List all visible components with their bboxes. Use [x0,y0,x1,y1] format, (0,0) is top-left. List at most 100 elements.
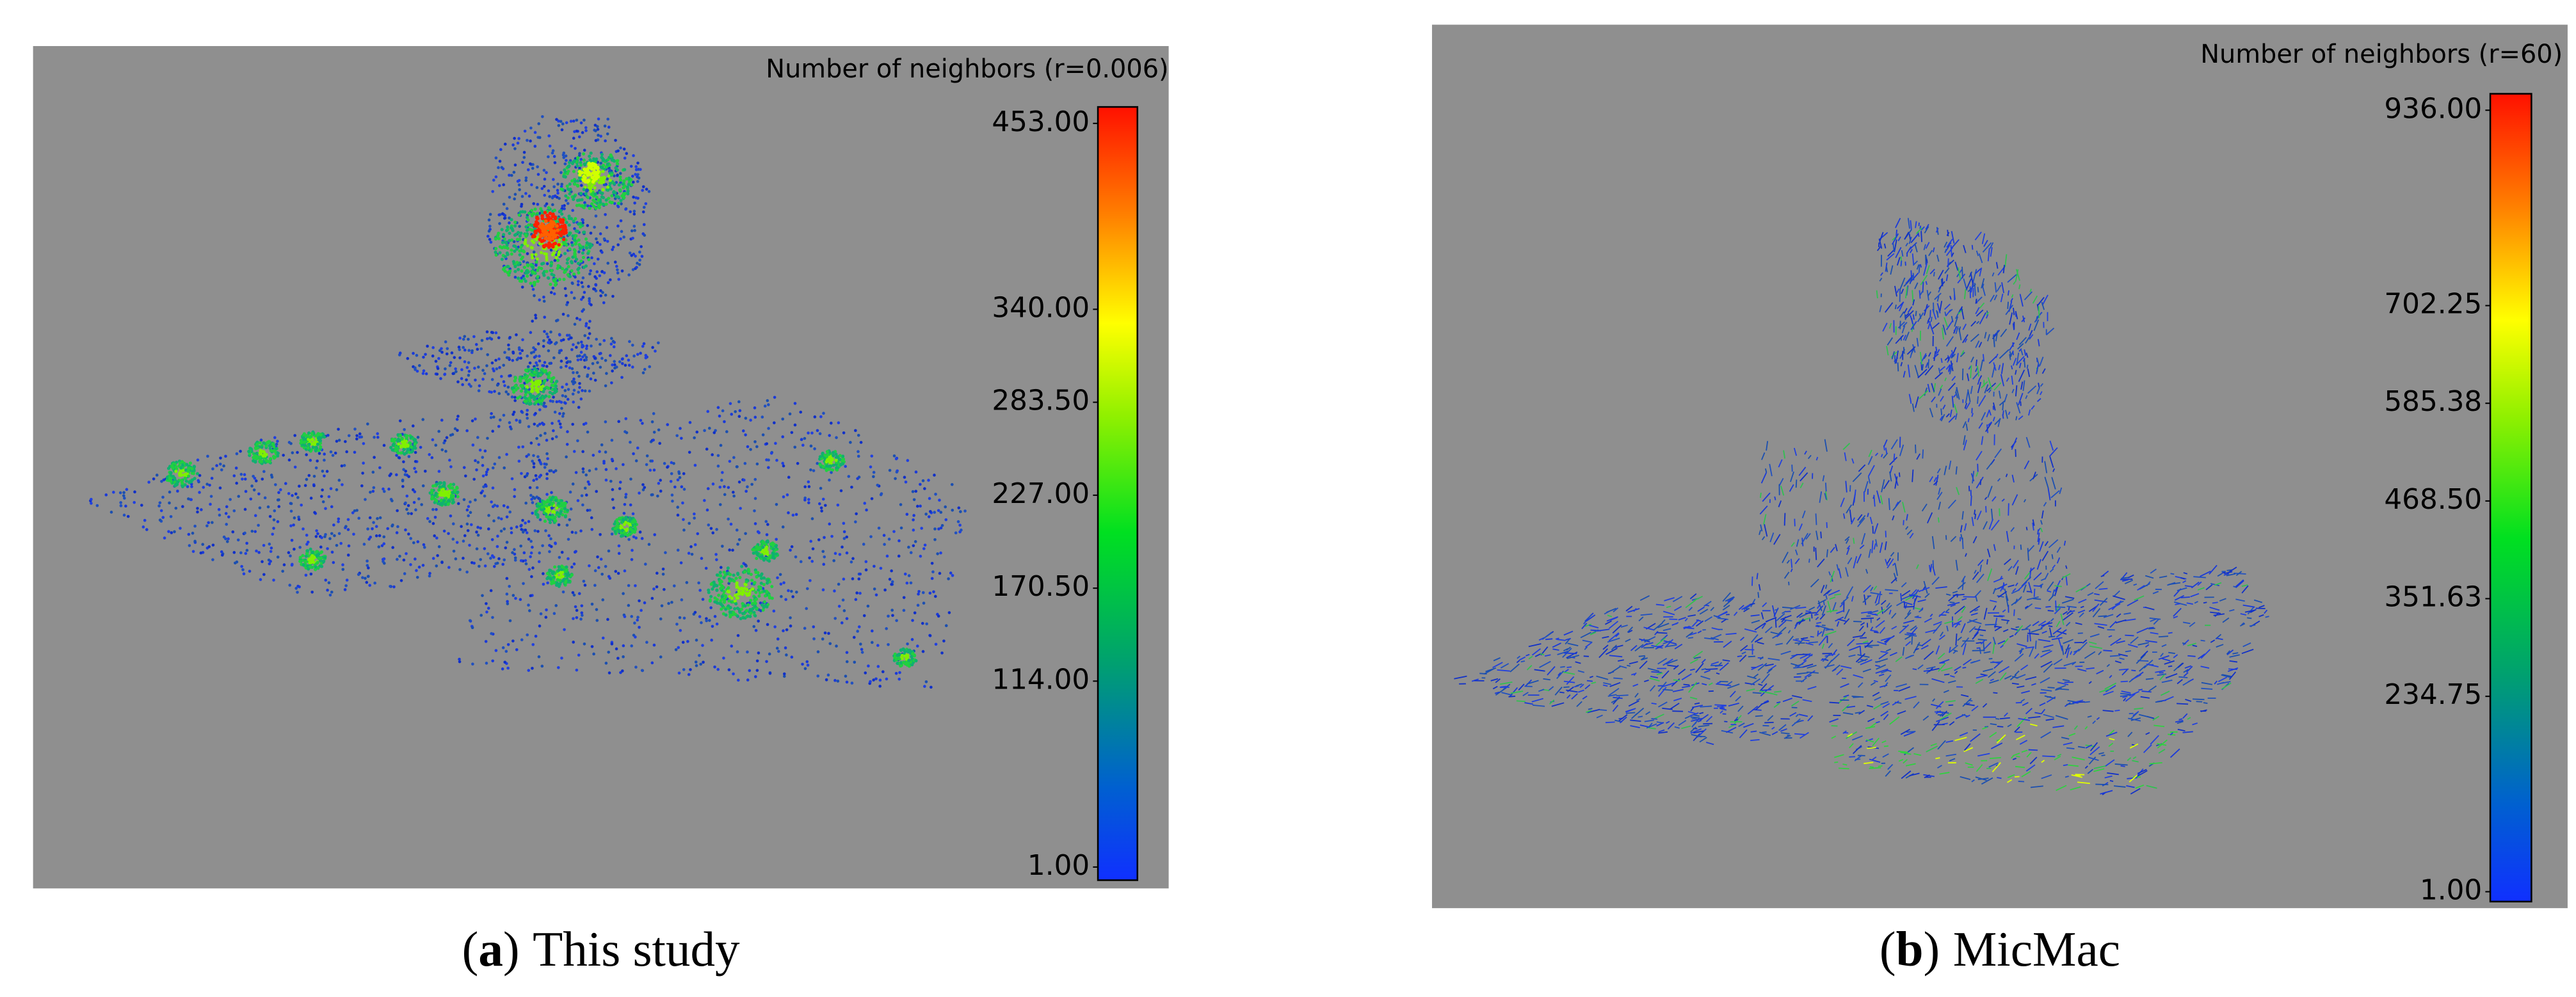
point [910,638,914,641]
point [542,344,545,348]
point [513,224,517,228]
point [612,182,616,186]
point [440,501,444,506]
point [491,429,495,433]
point [472,335,476,339]
point [950,483,954,486]
point [296,496,300,499]
point [583,389,587,393]
point [522,156,526,159]
point [876,665,880,668]
point [679,561,683,564]
point [587,258,591,262]
point [744,417,748,420]
point [561,385,564,389]
point [569,507,573,511]
point [369,490,372,494]
point [565,356,568,360]
point [430,495,434,498]
point [766,623,769,626]
point [537,266,541,270]
point [402,447,406,451]
point [451,491,455,495]
point [567,388,570,391]
point [332,523,335,527]
point [315,529,318,532]
point [318,439,323,443]
point [679,628,682,632]
point [505,251,509,255]
point [546,457,549,461]
point [481,378,485,381]
point [634,459,638,463]
point [517,137,520,140]
point [632,154,635,157]
point [545,365,549,368]
point [482,485,485,489]
point [652,468,656,472]
point [582,174,586,179]
point [513,147,517,150]
point [581,470,585,474]
point [577,406,581,409]
point [550,502,554,506]
point [579,221,583,225]
point [929,509,932,513]
point [235,481,238,485]
point [847,475,851,478]
point [201,543,205,546]
point [606,132,609,136]
point [412,500,416,504]
point [547,189,551,193]
point [736,585,739,589]
point [312,484,316,488]
point [483,372,487,376]
point [451,538,455,541]
point [604,564,608,568]
point [746,485,749,489]
point [293,434,296,437]
point [616,571,620,575]
point [501,241,504,244]
point [568,192,572,196]
point [529,162,532,166]
point [266,505,270,509]
point [532,346,535,349]
point [272,578,275,582]
point [633,621,636,625]
point [545,171,548,175]
point [273,436,277,440]
point [582,248,585,251]
point [921,621,924,625]
point [877,526,881,530]
point [715,573,719,577]
point [903,654,907,658]
point [606,177,609,181]
point [716,667,720,671]
point [765,442,769,445]
point [581,218,584,222]
point [744,583,748,587]
point [782,581,785,584]
point [503,384,506,387]
point [817,538,821,541]
point [567,161,572,164]
point [606,117,609,121]
point [872,470,876,474]
point [531,566,535,570]
point [502,202,506,206]
point [382,560,385,563]
point [695,639,698,642]
point [933,474,936,477]
point [311,557,316,561]
point [616,657,620,660]
point [578,381,581,385]
point [845,551,849,555]
point [924,513,928,516]
point [553,234,557,239]
point [676,513,680,517]
point [366,527,369,530]
point [407,475,410,479]
point [510,395,514,399]
point [650,420,654,424]
